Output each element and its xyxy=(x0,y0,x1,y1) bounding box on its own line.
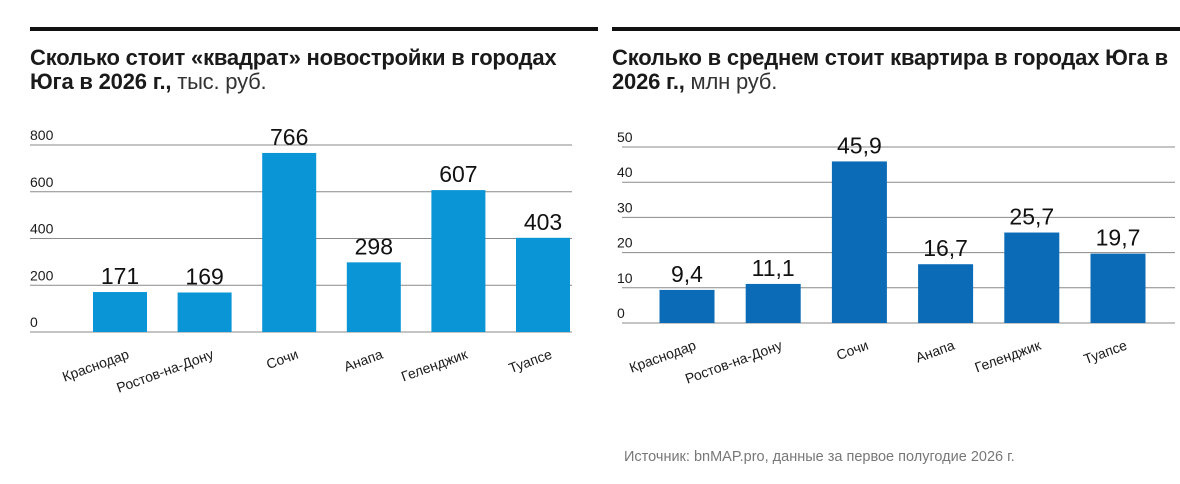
y-tick-label: 0 xyxy=(617,305,625,321)
chart-title-unit: млн руб. xyxy=(684,69,778,94)
top-rule xyxy=(30,27,598,31)
data-label: 25,7 xyxy=(1009,204,1054,230)
bar xyxy=(346,262,401,332)
chart-title-bold: Сколько в среднем стоит квартира в город… xyxy=(612,45,1168,94)
chart-title: Сколько стоит «квадрат» новостройки в го… xyxy=(30,46,605,94)
top-rule xyxy=(612,27,1180,31)
chart-panel-left: Сколько стоит «квадрат» новостройки в го… xyxy=(30,27,598,396)
data-label: 298 xyxy=(355,233,393,259)
data-label: 607 xyxy=(439,161,477,187)
category-label: Туапсе xyxy=(506,346,554,376)
bar-chart-price-per-sqm: 0200400600800171Краснодар169Ростов-на-До… xyxy=(30,124,572,396)
data-label: 9,4 xyxy=(671,261,703,287)
chart-title: Сколько в среднем стоит квартира в город… xyxy=(612,46,1180,94)
category-label: Туапсе xyxy=(1081,337,1129,367)
data-label: 11,1 xyxy=(752,255,795,281)
y-tick-label: 50 xyxy=(617,129,633,145)
y-tick-label: 30 xyxy=(617,199,633,215)
bar xyxy=(516,237,570,332)
y-tick-label: 20 xyxy=(617,235,633,251)
chart-title-unit: тыс. руб. xyxy=(171,69,267,94)
category-label: Сочи xyxy=(834,337,870,363)
data-label: 169 xyxy=(185,263,223,289)
bar xyxy=(745,283,801,323)
bar xyxy=(431,190,486,332)
bar xyxy=(93,292,147,332)
y-tick-label: 10 xyxy=(617,270,633,286)
category-label: Геленджик xyxy=(972,336,1043,375)
bar xyxy=(659,289,715,323)
bar xyxy=(918,264,974,323)
data-label: 19,7 xyxy=(1096,225,1141,251)
y-tick-label: 0 xyxy=(30,314,38,330)
category-label: Анапа xyxy=(913,337,956,366)
chart-panel-right: Сколько в среднем стоит квартира в город… xyxy=(590,0,1180,484)
bar xyxy=(1004,232,1060,323)
data-label: 45,9 xyxy=(837,132,882,158)
category-label: Геленджик xyxy=(399,345,470,384)
bar-chart-avg-apartment-price: 010203040509,4Краснодар11,1Ростов-на-Дон… xyxy=(617,129,1175,387)
category-label: Ростов-на-Дону xyxy=(114,346,215,396)
category-label: Ростов-на-Дону xyxy=(683,337,784,387)
chart-title-bold: Сколько стоит «квадрат» новостройки в го… xyxy=(30,45,557,94)
y-tick-label: 600 xyxy=(30,174,54,190)
category-label: Сочи xyxy=(264,346,300,372)
y-tick-label: 400 xyxy=(30,221,54,237)
bar xyxy=(831,161,887,323)
data-label: 403 xyxy=(524,209,562,235)
bar xyxy=(177,292,232,332)
bar xyxy=(1090,253,1146,323)
data-label: 171 xyxy=(101,263,139,289)
y-tick-label: 40 xyxy=(617,164,633,180)
data-label: 16,7 xyxy=(923,235,968,261)
y-tick-label: 200 xyxy=(30,267,54,283)
bar xyxy=(262,152,317,332)
data-label: 766 xyxy=(270,124,308,150)
category-label: Анапа xyxy=(342,346,385,375)
source-note: Источник: bnMAP.pro, данные за первое по… xyxy=(624,449,1015,465)
y-tick-label: 800 xyxy=(30,127,54,143)
